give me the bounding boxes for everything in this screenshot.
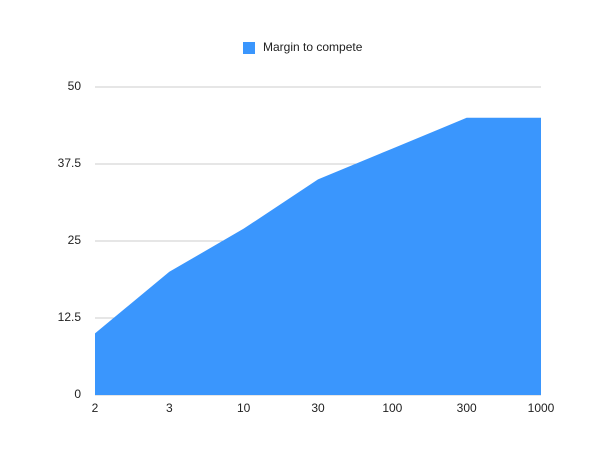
y-tick-label: 0: [74, 387, 81, 401]
x-tick-label: 3: [166, 401, 173, 415]
y-tick-label: 12.5: [58, 310, 82, 324]
x-tick-label: 300: [457, 401, 477, 415]
y-tick-label: 37.5: [58, 156, 82, 170]
x-tick-label: 100: [382, 401, 402, 415]
legend-swatch: [243, 42, 255, 54]
area: [95, 117, 541, 396]
x-tick-label: 1000: [528, 401, 555, 415]
y-tick-label: 25: [68, 233, 82, 247]
x-tick-label: 2: [92, 401, 99, 415]
y-tick-label: 50: [68, 79, 82, 93]
legend-label: Margin to compete: [263, 40, 363, 54]
x-tick-label: 30: [311, 401, 325, 415]
x-tick-label: 10: [237, 401, 251, 415]
